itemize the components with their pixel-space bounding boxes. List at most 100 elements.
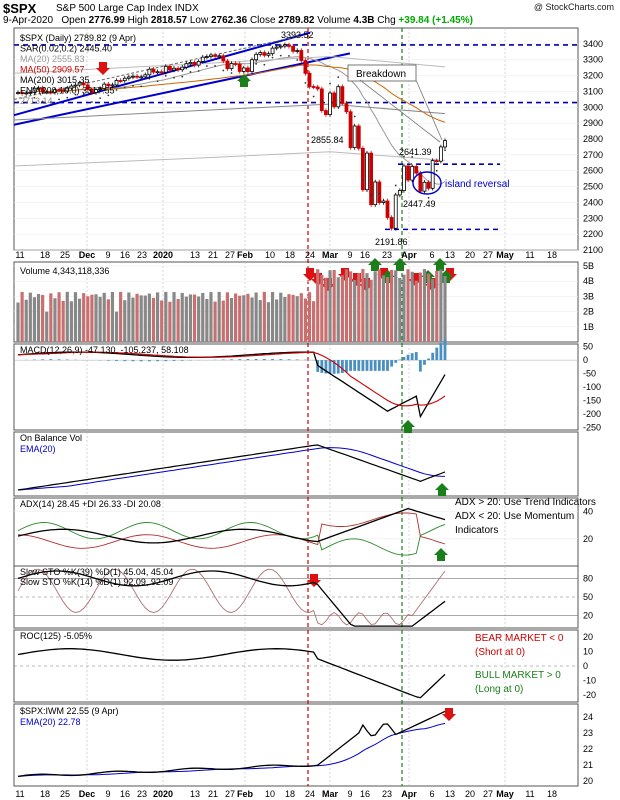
volume-bar [254,292,258,342]
x-tick: 9 [347,789,352,799]
volume-label: Volume [317,15,351,26]
ohlc-summary: 9-Apr-2020 Open 2776.99 High 2818.57 Low… [3,15,473,26]
candle [65,87,70,92]
volume-bar [373,271,377,342]
sell-arrow-icon [307,574,321,587]
volume-bar [426,273,431,342]
volume-bar [90,294,94,342]
sar-dot [288,55,290,57]
volume-bar [332,269,336,342]
sar-dot [427,196,430,199]
volume-bar [155,292,160,342]
macd-histogram-bar [386,360,389,371]
candle [131,75,135,78]
macd-histogram-bar [345,360,348,373]
candle [135,75,139,78]
macd-tick: -50 [583,369,596,379]
volume-tick: 5B [583,261,594,271]
obv-line [17,444,446,491]
ratio-ema-legend: EMA(20) 22.78 [20,717,81,727]
candle [61,89,66,92]
macd-histogram-bar [324,360,328,374]
sar-dot [279,54,282,57]
candle [344,103,349,113]
buy-arrow-icon [433,258,447,271]
macd-histogram-bar [115,360,118,361]
candle [32,87,37,93]
volume-bar [324,277,328,342]
macd-histogram-bar [147,360,151,362]
candle [221,55,226,62]
volume-bar [77,298,82,342]
price-tick: 2400 [583,197,603,207]
volume-bar [32,297,37,342]
candle [365,152,369,191]
macd-histogram-bar [398,359,402,361]
sar-dot [214,64,216,67]
candle [147,68,152,76]
sar-dot [411,156,414,158]
volume-bar [336,277,340,342]
candle [155,71,160,74]
volume-bar [381,275,386,342]
candle [393,194,398,229]
volume-bar [275,299,279,342]
candle [299,50,304,61]
macd-histogram-bar [246,359,250,361]
macd-histogram-bar [123,360,127,362]
sar-dot [66,96,69,99]
macd-histogram-bar [131,360,135,362]
volume-bar [385,277,390,342]
candle [151,68,156,73]
volume-bar [295,296,299,342]
macd-histogram-bar [431,352,435,361]
macd-histogram-bar [328,360,332,374]
candle [172,67,176,71]
sar-dot [197,70,200,72]
macd-panel-frame [13,343,579,431]
macd-histogram-bar [57,359,61,361]
candle [106,83,111,87]
sto-tick: 50 [583,592,593,602]
roc-bear-note: BEAR MARKET < 0 [475,633,564,644]
candle [438,146,443,162]
macd-histogram-bar [357,360,361,371]
volume-bar [443,276,447,342]
macd-histogram-bar [353,360,357,371]
macd-histogram-bar [287,359,291,361]
volume-bar [320,274,324,342]
candle [295,50,300,52]
ratio-legend: $SPX:IWM 22.55 (9 Apr) [20,706,119,716]
volume-bar [139,295,143,342]
volume-bar [188,294,193,342]
candle [184,63,189,68]
macd-histogram-bar [373,360,377,371]
candle [311,86,316,88]
price-legend-item: SAR(0.02,0.2) 2445.40 [20,44,112,54]
sar-dot [123,86,126,89]
volume-bar [86,296,90,342]
macd-histogram-bar [320,360,324,373]
sar-dot [74,93,77,96]
minus-di-line [17,512,446,549]
volume-bar [197,296,201,342]
candle [213,54,217,57]
x-tick: 9 [105,789,110,799]
macd-histogram-bar [65,359,69,361]
x-tick: 16 [120,789,130,799]
sar-dot [312,95,315,98]
price-legend-item: MA(20) 2555.83 [20,54,85,64]
sell-arrow-icon [303,268,317,281]
x-tick: Dec [79,250,96,260]
x-tick: 24 [305,250,315,260]
candle [430,160,435,189]
volume-bar [258,300,262,342]
volume-bar [119,291,123,342]
macd-histogram-bar [271,359,274,361]
volume-bar [365,273,369,342]
candle [163,65,168,73]
sar-dot [41,100,44,103]
volume-bar [357,273,361,342]
macd-histogram-bar [349,360,352,371]
roc-bear-note: (Short at 0) [475,647,525,658]
